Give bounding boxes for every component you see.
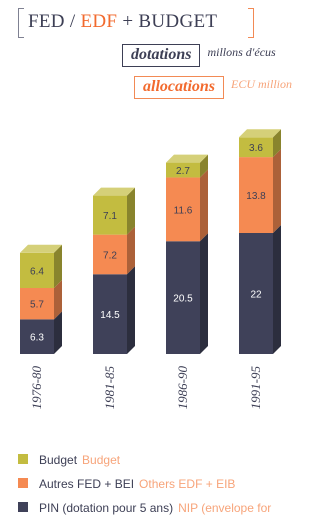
legend-label-budget: Budget Budget bbox=[39, 453, 120, 467]
value-label-pin-1991-95: 22 bbox=[250, 290, 262, 301]
value-label-others-1976-80: 5.7 bbox=[30, 300, 44, 311]
bar-side-budget-1986-90 bbox=[200, 154, 208, 178]
subtitle-en-label: allocations bbox=[134, 76, 225, 99]
bar-side-others-1991-95 bbox=[273, 149, 281, 233]
bar-side-others-1981-85 bbox=[127, 226, 135, 275]
bar-top-budget-1991-95 bbox=[239, 129, 281, 138]
title-part-budget: + BUDGET bbox=[122, 11, 218, 32]
category-label-1981-85: 1981-85 bbox=[102, 366, 117, 410]
bar-pin-1991-95 bbox=[239, 233, 273, 354]
value-label-pin-1976-80: 6.3 bbox=[30, 333, 44, 344]
legend-fr-budget: Budget bbox=[39, 453, 78, 467]
title-bracket-right bbox=[248, 8, 254, 38]
bar-side-pin-1976-80 bbox=[54, 311, 62, 354]
legend-swatch-budget bbox=[18, 454, 28, 464]
value-label-others-1981-85: 7.2 bbox=[103, 250, 117, 261]
bar-others-1991-95 bbox=[239, 157, 273, 233]
subtitle-en: allocations ECU million bbox=[134, 76, 292, 99]
title-part-fed: FED / bbox=[28, 11, 76, 32]
legend-label-others: Autres FED + BEI Others EDF + EIB bbox=[39, 477, 235, 491]
bar-top-budget-1986-90 bbox=[166, 154, 208, 163]
legend-swatch-others bbox=[18, 478, 28, 488]
title-part-edf: EDF bbox=[80, 11, 118, 32]
bar-pin-1976-80 bbox=[20, 319, 54, 354]
chart-title: FED / EDF + BUDGET bbox=[18, 8, 254, 38]
category-label-1976-80: 1976-80 bbox=[29, 366, 44, 410]
title-bracket-left bbox=[18, 8, 24, 38]
bar-others-1986-90 bbox=[166, 177, 200, 242]
bar-pin-1986-90 bbox=[166, 241, 200, 354]
subtitle-fr: dotations millons d'écus bbox=[122, 44, 276, 67]
value-label-pin-1986-90: 20.5 bbox=[173, 294, 193, 305]
bar-budget-1991-95 bbox=[239, 137, 273, 158]
subtitle-en-note: ECU million bbox=[231, 77, 293, 91]
legend-en-others: Others EDF + EIB bbox=[139, 477, 236, 491]
subtitle-fr-note: millons d'écus bbox=[207, 45, 276, 59]
value-label-others-1986-90: 11.6 bbox=[174, 205, 193, 216]
subtitle-fr-label: dotations bbox=[122, 44, 201, 67]
legend-en-budget: Budget bbox=[82, 453, 121, 467]
value-label-budget-1991-95: 3.6 bbox=[249, 143, 263, 154]
bar-top-budget-1981-85 bbox=[93, 187, 135, 196]
category-label-1986-90: 1986-90 bbox=[175, 366, 190, 410]
stacked-bar-chart: 6.3 5.7 6.4 1976-80 14.5 7.2 7.1 1981-85 20.5 11.… bbox=[20, 129, 281, 410]
value-label-budget-1981-85: 7.1 bbox=[103, 211, 117, 222]
legend-en-pin: NIP (envelope for bbox=[178, 501, 272, 515]
title-text: FED / EDF + BUDGET bbox=[28, 11, 217, 33]
legend-swatch-pin bbox=[18, 502, 28, 512]
bar-others-1981-85 bbox=[93, 234, 127, 275]
value-label-budget-1976-80: 6.4 bbox=[30, 266, 44, 277]
bar-side-pin-1991-95 bbox=[273, 225, 281, 354]
value-label-budget-1986-90: 2.7 bbox=[176, 166, 190, 177]
bar-side-budget-1981-85 bbox=[127, 187, 135, 235]
legend-fr-others: Autres FED + BEI bbox=[39, 477, 135, 491]
bar-top-budget-1976-80 bbox=[20, 244, 62, 253]
bar-budget-1976-80 bbox=[20, 252, 54, 288]
bar-budget-1986-90 bbox=[166, 162, 200, 178]
value-label-pin-1981-85: 14.5 bbox=[100, 310, 120, 321]
bar-side-others-1976-80 bbox=[54, 280, 62, 320]
bar-side-budget-1976-80 bbox=[54, 244, 62, 288]
bar-side-pin-1986-90 bbox=[200, 233, 208, 354]
value-label-others-1991-95: 13.8 bbox=[246, 191, 266, 202]
bar-side-budget-1991-95 bbox=[273, 129, 281, 158]
bar-pin-1981-85 bbox=[93, 274, 127, 354]
bar-budget-1981-85 bbox=[93, 195, 127, 235]
bar-others-1976-80 bbox=[20, 288, 54, 320]
bar-side-pin-1981-85 bbox=[127, 266, 135, 354]
category-label-1991-95: 1991-95 bbox=[248, 366, 263, 410]
legend-fr-pin: PIN (dotation pour 5 ans) bbox=[39, 501, 174, 515]
bar-side-others-1986-90 bbox=[200, 169, 208, 242]
legend-label-pin: PIN (dotation pour 5 ans) NIP (envelope f… bbox=[39, 501, 271, 515]
